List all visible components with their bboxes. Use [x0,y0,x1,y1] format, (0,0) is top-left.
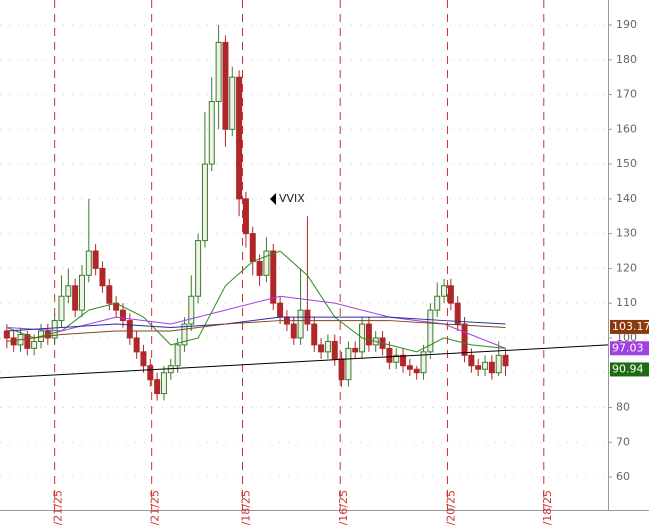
candle-body [249,233,256,262]
candle-body [106,285,113,304]
ma-line [6,316,506,332]
candle-body [324,340,331,353]
candle-body [242,198,249,235]
candle-body [174,344,181,367]
y-tick-label: 60 [616,470,630,483]
x-tick-label: 7/18/25 [541,490,554,525]
candle-body [99,267,106,287]
y-tick-label: 110 [616,296,637,309]
candle-body [31,340,38,349]
x-tick-label: 6/20/25 [444,490,457,525]
candle-body [365,323,372,346]
candle-body [338,358,345,381]
candle-body [222,41,229,130]
candle-body [263,250,270,276]
candle-body [427,309,434,353]
candle-body [85,250,92,276]
candle-body [229,76,236,130]
y-tick-label: 80 [616,400,630,413]
candle-body [58,295,65,322]
candle-body [290,323,297,339]
candle-body [3,330,10,339]
candle-body [195,240,202,297]
candle-body [454,302,461,325]
candle-body [345,347,352,381]
price-label: 97.03 [612,341,644,354]
x-tick-label: 4/18/25 [240,490,253,525]
y-tick-label: 130 [616,227,637,240]
candle-body [119,309,126,322]
price-label-box [610,362,649,377]
candle-body [51,320,58,339]
y-tick-label: 180 [616,53,637,66]
ma-line [6,320,506,342]
y-tick-label: 100 [616,331,637,344]
y-tick-label: 140 [616,192,637,205]
candle-body [277,302,284,318]
candle-body [181,323,188,346]
price-label: 103.17 [612,320,649,333]
candle-body [126,320,133,339]
ma-line [6,295,506,349]
candle-body [208,101,215,165]
y-tick-label: 160 [616,122,637,135]
candle-body [297,309,304,339]
candle-body [447,285,454,304]
candle-body [461,323,468,356]
candle-body [160,372,167,395]
candle-body [468,354,475,367]
candle-body [475,365,482,370]
candle-body [311,323,318,346]
candle-body [502,354,509,367]
candle-body [92,250,99,269]
candle-body [352,347,359,353]
annotation: VVIX [279,192,305,205]
candle-body [133,337,140,353]
candle-body [72,285,79,311]
candle-body [406,365,413,370]
y-tick-label: 70 [616,435,630,448]
candle-body [236,76,243,200]
candle-body [441,285,448,297]
candle-body [400,354,407,367]
candle-body [10,337,17,346]
annotation-marker [270,193,276,205]
candle-body [331,340,338,360]
x-tick-label: 2/21/25 [52,490,65,525]
y-tick-label: 120 [616,261,637,274]
candle-body [318,344,325,353]
candle-body [65,285,72,297]
candle-body [188,295,195,325]
price-label-box [610,341,649,356]
x-tick-label: 3/21/25 [149,490,162,525]
candle-body [140,351,147,367]
y-tick-label: 150 [616,157,637,170]
candle-body [147,365,154,381]
candle-body [420,351,427,374]
candle-body [386,347,393,363]
candle-body [413,368,420,374]
ma-line [0,344,609,379]
candle-body [488,361,495,374]
y-tick-label: 170 [616,88,637,101]
candle-body [154,379,161,395]
candle-body [201,163,208,242]
y-tick-label: 190 [616,18,637,31]
price-label-box [610,319,649,334]
price-label: 90.94 [612,362,644,375]
candle-body [24,333,31,349]
candle-body [215,41,222,103]
candle-body [270,250,277,304]
candle-body [256,260,263,276]
candle-body [482,361,489,370]
candle-body [78,274,85,311]
candle-body [393,354,400,363]
candle-body [434,295,441,311]
x-tick-label: 5/16/25 [337,490,350,525]
ma-line [6,250,506,353]
candle-body [495,354,502,374]
